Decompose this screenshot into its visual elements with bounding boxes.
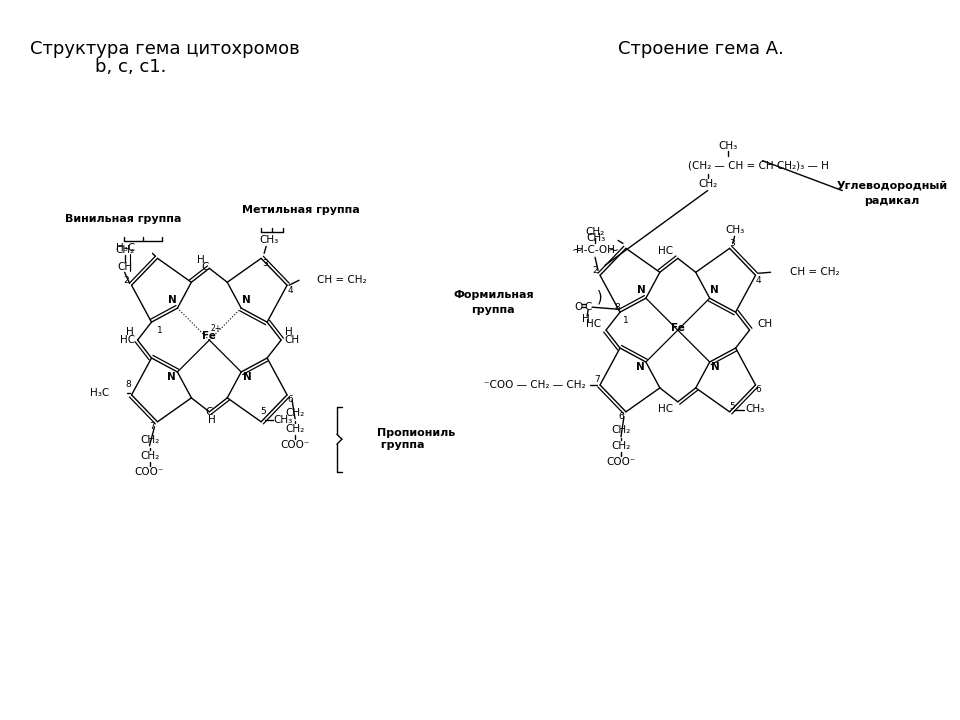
Text: CH₃: CH₃ (718, 140, 737, 150)
Text: N: N (636, 285, 645, 295)
Text: N: N (167, 372, 176, 382)
Text: 5: 5 (260, 408, 266, 416)
Text: Винильная группа: Винильная группа (65, 215, 181, 225)
Text: CH₂: CH₂ (612, 441, 631, 451)
Text: Формильная: Формильная (453, 290, 534, 300)
Text: N: N (242, 295, 251, 305)
Text: 1: 1 (156, 325, 162, 335)
Text: COO⁻: COO⁻ (607, 456, 636, 467)
Text: Строение гема А.: Строение гема А. (618, 40, 784, 58)
Text: ): ) (597, 289, 603, 305)
Text: C: C (202, 262, 209, 272)
Text: CH = CH₂: CH = CH₂ (317, 275, 367, 285)
Text: CH₃: CH₃ (259, 235, 278, 246)
Text: CH₂: CH₂ (612, 425, 631, 435)
Text: H₃C: H₃C (90, 388, 109, 398)
Text: C: C (585, 302, 591, 312)
Text: ⁻COO — CH₂ — CH₂: ⁻COO — CH₂ — CH₂ (485, 380, 586, 390)
Text: (CH₂ — CH = CH CH₂)₃ — H: (CH₂ — CH = CH CH₂)₃ — H (687, 161, 828, 171)
Text: CH = CH₂: CH = CH₂ (790, 267, 840, 277)
Text: ~: ~ (571, 244, 583, 257)
Text: CH₃: CH₃ (274, 415, 293, 425)
Text: H: H (126, 327, 133, 337)
Text: CH₂: CH₂ (140, 435, 159, 445)
Text: Fe: Fe (203, 331, 216, 341)
Text: H: H (208, 415, 216, 425)
Text: CH: CH (284, 335, 300, 345)
Text: CH: CH (757, 319, 773, 329)
Text: ~: ~ (608, 244, 618, 257)
Text: CH₂: CH₂ (586, 228, 605, 238)
Text: 6: 6 (756, 385, 761, 395)
Text: 7: 7 (150, 423, 156, 431)
Text: CH₂: CH₂ (698, 179, 717, 189)
Text: 5: 5 (730, 402, 735, 411)
Text: H: H (285, 327, 293, 337)
Text: HC: HC (586, 319, 601, 329)
Text: H₃C: H₃C (116, 243, 135, 253)
Text: HC: HC (120, 335, 135, 345)
Text: N: N (710, 285, 719, 295)
Text: N: N (711, 362, 720, 372)
Text: 2: 2 (592, 266, 598, 275)
Text: Пропиониль
 группа: Пропиониль группа (376, 428, 455, 450)
Text: 6: 6 (618, 413, 624, 421)
Text: H-C-OH: H-C-OH (576, 246, 614, 256)
Text: COO⁻: COO⁻ (280, 440, 310, 450)
Text: 4: 4 (287, 286, 293, 294)
Text: Метильная группа: Метильная группа (242, 205, 360, 215)
Text: 3: 3 (730, 239, 735, 248)
Text: 1: 1 (623, 315, 629, 325)
Text: N: N (243, 372, 252, 382)
Text: H: H (582, 314, 590, 324)
Text: HC: HC (658, 246, 673, 256)
Text: CH₃: CH₃ (587, 233, 606, 243)
Text: CH₃: CH₃ (745, 404, 764, 414)
Text: C: C (205, 407, 213, 417)
Text: CH₂: CH₂ (140, 451, 159, 461)
Text: CH₃: CH₃ (725, 225, 744, 235)
Text: группа: группа (471, 305, 516, 315)
Text: 7: 7 (594, 375, 600, 384)
Text: Fe: Fe (671, 323, 684, 333)
Text: N: N (636, 362, 644, 372)
Text: 8: 8 (614, 302, 620, 312)
Text: CH₂: CH₂ (115, 246, 134, 256)
Text: HC: HC (658, 404, 673, 414)
Text: Структура гема цитохромов: Структура гема цитохромов (30, 40, 300, 58)
Text: H: H (198, 256, 205, 266)
Text: Углеводородный: Углеводородный (836, 181, 948, 191)
Text: 2: 2 (124, 276, 130, 284)
Text: O: O (574, 302, 583, 312)
Text: N: N (168, 295, 177, 305)
Text: CH₂: CH₂ (285, 408, 304, 418)
Text: CH₂: CH₂ (285, 424, 304, 433)
Text: 6: 6 (287, 395, 293, 405)
Text: радикал: радикал (864, 196, 920, 205)
Text: COO⁻: COO⁻ (134, 467, 164, 477)
Text: b, c, c1.: b, c, c1. (95, 58, 166, 76)
Text: CH: CH (117, 262, 132, 272)
Text: 3: 3 (262, 258, 268, 268)
Text: 4: 4 (756, 276, 761, 284)
Text: 8: 8 (126, 380, 132, 390)
Text: 2+: 2+ (211, 323, 222, 333)
